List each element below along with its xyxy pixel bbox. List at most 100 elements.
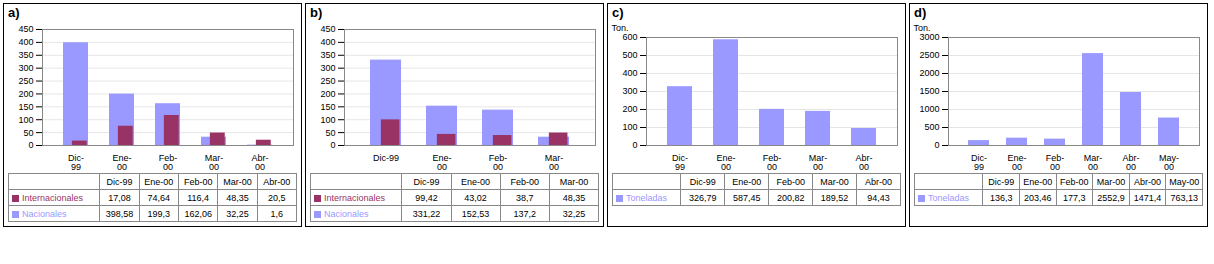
svg-text:500: 500 <box>622 50 637 60</box>
svg-text:Feb-00: Feb-00 <box>1046 153 1065 171</box>
html-text:Toneladas: Toneladas <box>626 192 667 203</box>
svg-text:400: 400 <box>18 37 33 47</box>
svg-text:200: 200 <box>320 89 335 99</box>
html-text:Dic-99: Dic-99 <box>106 176 133 187</box>
svg-text:Dic-99: Dic-99 <box>373 153 399 163</box>
html-text:32,25: 32,25 <box>562 208 586 219</box>
html-text:Feb-00: Feb-00 <box>510 176 539 187</box>
svg-text:Ene-00: Ene-00 <box>432 153 451 171</box>
svg-text:Mar-00: Mar-00 <box>1084 153 1103 171</box>
svg-text:400: 400 <box>320 37 335 47</box>
svg-text:600: 600 <box>622 32 637 42</box>
svg-text:300: 300 <box>320 63 335 73</box>
svg-text:200: 200 <box>18 89 33 99</box>
svg-text:Dic-99: Dic-99 <box>971 153 987 171</box>
html-text:152,53: 152,53 <box>461 208 490 219</box>
html-text:43,02: 43,02 <box>464 192 487 203</box>
html-text:Mar-00: Mar-00 <box>559 176 589 187</box>
svg-text:Feb-00: Feb-00 <box>159 153 178 171</box>
svg-text:0: 0 <box>28 140 33 150</box>
svg-text:0: 0 <box>330 140 335 150</box>
svg-text:Abr-00: Abr-00 <box>1122 153 1139 171</box>
html-text:20,5: 20,5 <box>268 192 286 203</box>
html-text:Abr-00: Abr-00 <box>263 176 291 187</box>
svg-text:1500: 1500 <box>919 86 939 96</box>
html-text:38,7: 38,7 <box>516 192 534 203</box>
svg-text:150: 150 <box>320 102 335 112</box>
html-text:Nacionales: Nacionales <box>22 208 67 219</box>
html-text:Ene-00: Ene-00 <box>144 176 174 187</box>
html-text:c): c) <box>612 5 624 20</box>
html-text:74,64: 74,64 <box>147 192 171 203</box>
html-text:Internacionales: Internacionales <box>324 192 385 203</box>
svg-text:450: 450 <box>18 24 33 34</box>
svg-text:Mar-00: Mar-00 <box>809 153 828 171</box>
html-text:326,79: 326,79 <box>689 192 717 203</box>
html-text:Abr-00: Abr-00 <box>865 176 892 187</box>
svg-text:350: 350 <box>320 50 335 60</box>
html-text:137,2: 137,2 <box>513 208 536 219</box>
html-text:32,25: 32,25 <box>226 208 249 219</box>
svg-text:100: 100 <box>320 115 335 125</box>
svg-text:50: 50 <box>325 127 335 137</box>
svg-text:Mar-00: Mar-00 <box>545 153 564 171</box>
html-text:1,6: 1,6 <box>270 208 284 219</box>
svg-text:Dic-99: Dic-99 <box>68 153 84 171</box>
html-text:b): b) <box>310 5 323 20</box>
svg-text:Abr-00: Abr-00 <box>855 153 872 171</box>
html-text:Feb-00: Feb-00 <box>776 176 805 187</box>
svg-text:500: 500 <box>924 122 939 132</box>
html-text:Mar-00: Mar-00 <box>820 176 849 187</box>
svg-text:Ene-00: Ene-00 <box>112 153 131 171</box>
svg-text:Ene-00: Ene-00 <box>716 153 735 171</box>
svg-text:Feb-00: Feb-00 <box>763 153 782 171</box>
html-text:331,22: 331,22 <box>412 208 441 219</box>
html-text:398,58: 398,58 <box>105 208 134 219</box>
svg-text:300: 300 <box>18 63 33 73</box>
svg-text:350: 350 <box>18 50 33 60</box>
svg-text:Feb-00: Feb-00 <box>489 153 508 171</box>
html-text:48,35: 48,35 <box>562 192 586 203</box>
html-text:587,45: 587,45 <box>733 192 761 203</box>
html-text:199,3: 199,3 <box>147 208 171 219</box>
svg-text:250: 250 <box>18 76 33 86</box>
svg-text:150: 150 <box>18 102 33 112</box>
html-text:Ene-00: Ene-00 <box>732 176 762 187</box>
html-text:Feb-00: Feb-00 <box>183 176 213 187</box>
html-text:d): d) <box>914 5 927 20</box>
html-text:a): a) <box>8 5 20 20</box>
html-text:200,82: 200,82 <box>776 192 805 203</box>
html-text:Dic-99: Dic-99 <box>413 176 440 187</box>
svg-text:100: 100 <box>622 122 637 132</box>
html-text:Dic-99: Dic-99 <box>689 176 716 187</box>
svg-text:2500: 2500 <box>919 50 939 60</box>
svg-text:2000: 2000 <box>919 68 939 78</box>
html-text:99,42: 99,42 <box>415 192 438 203</box>
svg-text:200: 200 <box>622 104 637 114</box>
svg-text:50: 50 <box>23 127 33 137</box>
svg-text:Ton.: Ton. <box>612 23 629 33</box>
svg-text:Ton.: Ton. <box>914 23 931 33</box>
svg-text:May-00: May-00 <box>1159 153 1179 171</box>
html-text:Internacionales: Internacionales <box>22 192 83 203</box>
svg-text:0: 0 <box>934 140 939 150</box>
svg-text:Dic-99: Dic-99 <box>672 153 688 171</box>
svg-text:250: 250 <box>320 76 335 86</box>
svg-text:400: 400 <box>622 68 637 78</box>
svg-text:Mar-00: Mar-00 <box>205 153 224 171</box>
html-text:Mar-00: Mar-00 <box>223 176 252 187</box>
svg-text:100: 100 <box>18 115 33 125</box>
svg-text:450: 450 <box>320 24 335 34</box>
html-text:Nacionales: Nacionales <box>324 208 369 219</box>
svg-text:3000: 3000 <box>919 32 939 42</box>
svg-text:300: 300 <box>622 86 637 96</box>
html-text:17,08: 17,08 <box>108 192 131 203</box>
svg-text:Ene-00: Ene-00 <box>1007 153 1026 171</box>
html-text:Ene-00: Ene-00 <box>461 176 491 187</box>
html-text:48,35: 48,35 <box>226 192 249 203</box>
svg-text:1000: 1000 <box>919 104 939 114</box>
html-text:116,4: 116,4 <box>187 192 210 203</box>
svg-text:0: 0 <box>632 140 637 150</box>
svg-text:Abr-00: Abr-00 <box>251 153 268 171</box>
html-text:162,06: 162,06 <box>184 208 212 219</box>
